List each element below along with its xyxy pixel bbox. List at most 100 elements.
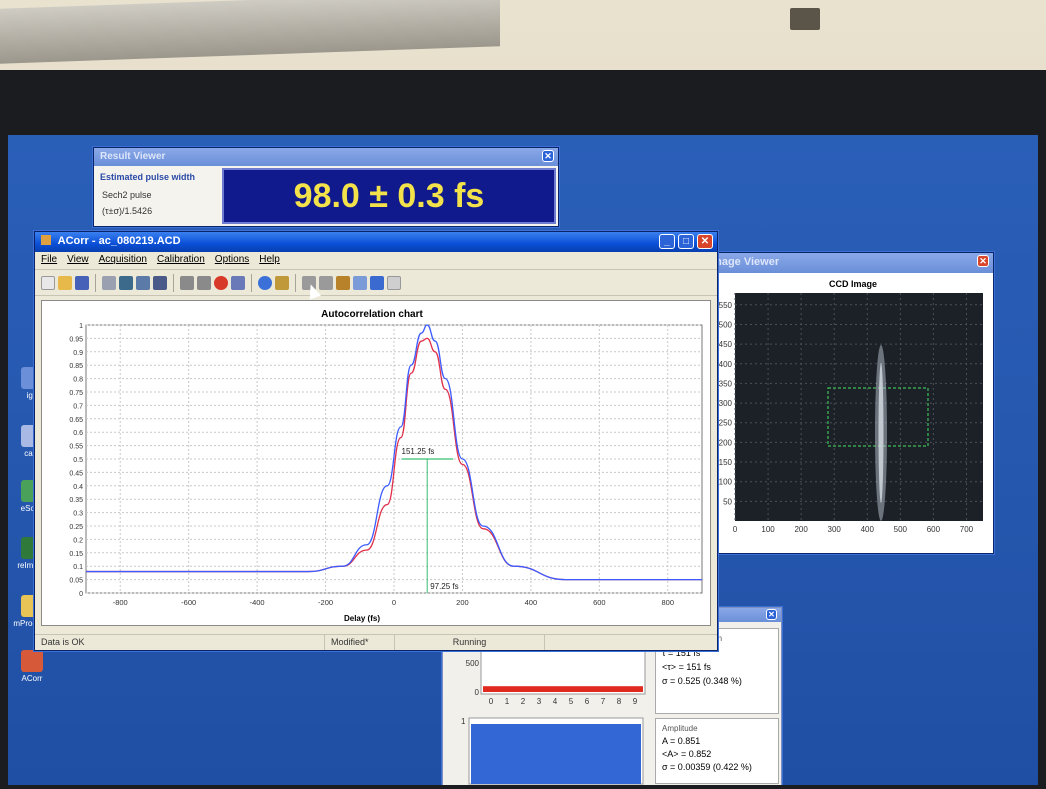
menu-calibration[interactable]: Calibration bbox=[156, 254, 205, 265]
y-tick-label: 0.4 bbox=[73, 484, 83, 491]
hist-bar bbox=[483, 686, 499, 692]
x-tick-label: -200 bbox=[318, 598, 333, 607]
wall-outlet bbox=[790, 8, 820, 30]
hist-x-tick: 7 bbox=[601, 697, 606, 706]
measured-curve bbox=[86, 324, 702, 581]
info-icon[interactable] bbox=[153, 275, 167, 290]
menu-options[interactable]: Options bbox=[214, 254, 250, 265]
pulse-formula: (τ±σ)/1.5426 bbox=[102, 206, 153, 216]
desktop-icon-acorr[interactable]: ACorr bbox=[8, 650, 56, 683]
maximize-icon[interactable]: □ bbox=[678, 234, 694, 249]
toolbar-separator bbox=[173, 273, 174, 292]
menu-file[interactable]: File bbox=[41, 254, 58, 265]
y-tick-label: 0.55 bbox=[69, 444, 83, 451]
ccd-y-tick: 250 bbox=[719, 419, 733, 428]
help-icon[interactable] bbox=[258, 275, 272, 290]
link-icon[interactable] bbox=[353, 275, 367, 290]
x-axis-label: Delay (fs) bbox=[344, 614, 380, 623]
amplitude-chart: 1 bbox=[461, 717, 644, 785]
fwhm-label: 151.25 fs bbox=[402, 447, 435, 456]
menubar: File View Acquisition Calibration Option… bbox=[35, 252, 717, 270]
ccd-y-tick: 100 bbox=[719, 478, 733, 487]
x-tick-label: -800 bbox=[113, 598, 128, 607]
autocorr-chart: Autocorrelation chart 0 0.05 0.1 0.15 0.2 0.2… bbox=[69, 309, 703, 623]
sigma-a-value: σ = 0.00359 (0.422 %) bbox=[662, 762, 752, 772]
amp-ytick: 1 bbox=[461, 717, 466, 726]
stop-icon[interactable] bbox=[214, 275, 228, 290]
mean-tau-value: <τ> = 151 fs bbox=[662, 662, 711, 672]
tool-icon[interactable] bbox=[302, 275, 316, 290]
y-tick-label: 0 bbox=[79, 591, 83, 598]
ccd-y-tick: 450 bbox=[719, 340, 733, 349]
hist-x-tick: 1 bbox=[505, 697, 510, 706]
ccd-y-tick: 500 bbox=[719, 320, 733, 329]
start-icon[interactable] bbox=[180, 275, 194, 290]
y-tick-label: 0.95 bbox=[69, 336, 83, 343]
menu-help[interactable]: Help bbox=[259, 254, 280, 265]
ccd-panel: CCD Image 0 100 200 300 400 500 600 700 50 100 150… bbox=[703, 273, 993, 553]
menu-view[interactable]: View bbox=[67, 254, 89, 265]
y-tick-label: 0.15 bbox=[69, 551, 83, 558]
export-icon[interactable] bbox=[136, 275, 150, 290]
menu-acquisition[interactable]: Acquisition bbox=[98, 254, 147, 265]
pulse-type: Sech2 pulse bbox=[102, 190, 152, 200]
ccd-x-tick: 500 bbox=[894, 525, 908, 534]
x-tick-label: 800 bbox=[662, 598, 675, 607]
open-folder-icon[interactable] bbox=[58, 275, 72, 290]
y-tick-label: 0.35 bbox=[69, 497, 83, 504]
hist-x-tick: 8 bbox=[617, 697, 622, 706]
x-tick-label: -600 bbox=[181, 598, 196, 607]
autocorr-chart-panel: Autocorrelation chart 0 0.05 0.1 0.15 0.2 0.2… bbox=[41, 300, 711, 626]
result-viewer-window: Result Viewer ✕ Estimated pulse width Se… bbox=[93, 147, 559, 227]
y-tick-label: 0.6 bbox=[73, 430, 83, 437]
ccd-x-tick: 0 bbox=[733, 525, 738, 534]
chart-icon[interactable] bbox=[119, 275, 133, 290]
acorr-window: ACorr - ac_080219.ACD _ □ ✕ File View Ac… bbox=[34, 231, 718, 651]
save-icon[interactable] bbox=[75, 275, 89, 290]
ccd-x-tick: 700 bbox=[960, 525, 974, 534]
close-icon[interactable]: ✕ bbox=[766, 609, 777, 620]
toolbar-separator bbox=[295, 273, 296, 292]
minimize-icon[interactable]: _ bbox=[659, 234, 675, 249]
hist-bar bbox=[627, 686, 643, 692]
print-preview-icon[interactable] bbox=[102, 275, 116, 290]
close-icon[interactable]: ✕ bbox=[697, 234, 713, 249]
new-file-icon[interactable] bbox=[41, 275, 55, 290]
acorr-titlebar[interactable]: ACorr - ac_080219.ACD _ □ ✕ bbox=[35, 232, 717, 252]
close-icon[interactable]: ✕ bbox=[977, 255, 989, 267]
clipboard-icon[interactable] bbox=[387, 275, 401, 290]
y-tick-label: 0.3 bbox=[73, 511, 83, 518]
y-tick-label: 0.2 bbox=[73, 537, 83, 544]
chart-title: Autocorrelation chart bbox=[321, 309, 423, 320]
capture-icon[interactable] bbox=[231, 275, 245, 290]
pulse-width-display: 98.0 ± 0.3 fs bbox=[222, 168, 556, 224]
x-tick-label: -400 bbox=[250, 598, 265, 607]
result-viewer-titlebar[interactable]: Result Viewer ✕ bbox=[94, 148, 558, 166]
close-icon[interactable]: ✕ bbox=[542, 150, 554, 162]
image-viewer-titlebar[interactable]: Image Viewer ✕ bbox=[703, 253, 993, 273]
y-tick-label: 0.75 bbox=[69, 390, 83, 397]
x-tick-label: 400 bbox=[525, 598, 538, 607]
amplitude-area bbox=[471, 724, 641, 784]
y-tick-label: 1 bbox=[79, 323, 83, 330]
filter-icon[interactable] bbox=[336, 275, 350, 290]
image-viewer-window: Image Viewer ✕ CCD Image 0 100 200 300 400 50… bbox=[702, 252, 994, 554]
settings-icon[interactable] bbox=[275, 275, 289, 290]
tool-icon[interactable] bbox=[319, 275, 333, 290]
pause-icon[interactable] bbox=[197, 275, 211, 290]
ccd-x-tick: 200 bbox=[794, 525, 808, 534]
window-icon[interactable] bbox=[370, 275, 384, 290]
hist-x-tick: 2 bbox=[521, 697, 526, 706]
hist-x-tick: 5 bbox=[569, 697, 574, 706]
ccd-y-tick: 300 bbox=[719, 399, 733, 408]
estimated-label: Estimated pulse width bbox=[100, 172, 196, 182]
ccd-y-tick: 550 bbox=[719, 301, 733, 310]
hist-bar bbox=[499, 686, 515, 692]
ccd-title: CCD Image bbox=[829, 279, 877, 289]
hist-bar bbox=[579, 686, 595, 692]
ccd-x-tick: 300 bbox=[828, 525, 842, 534]
toolbar-separator bbox=[251, 273, 252, 292]
y-tick-label: 0.7 bbox=[73, 403, 83, 410]
hist-x-tick: 4 bbox=[553, 697, 558, 706]
status-running: Running bbox=[395, 635, 545, 650]
